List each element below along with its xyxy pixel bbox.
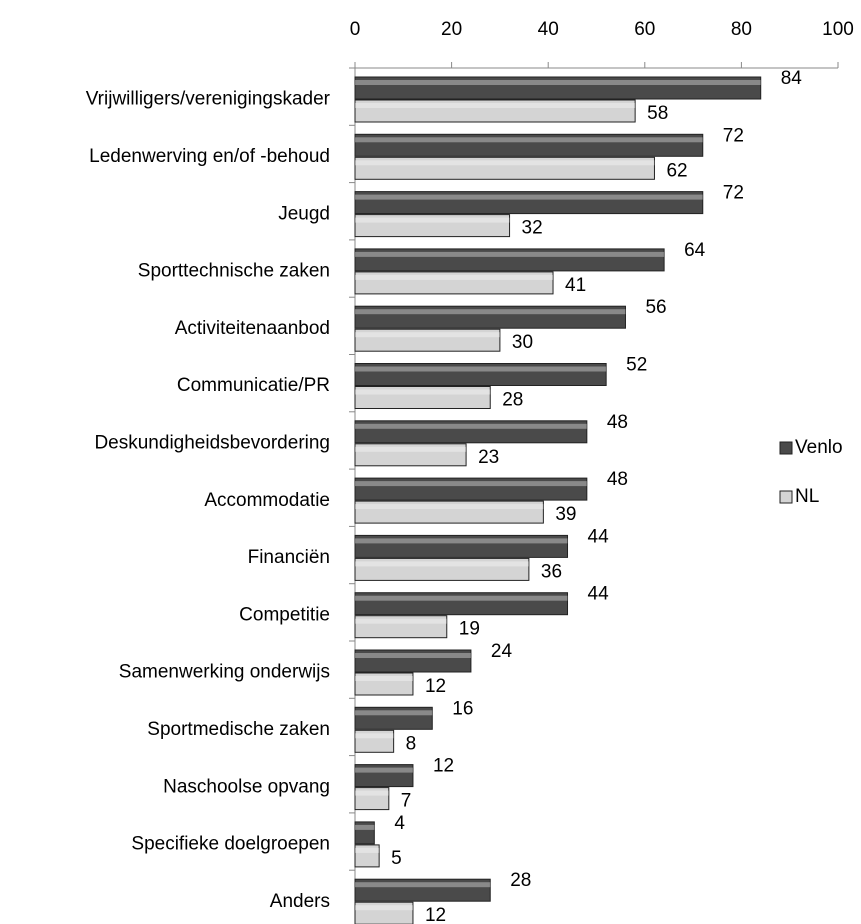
bar: [354, 305, 626, 329]
y-tick-label: Specifieke doelgroepen: [131, 834, 330, 855]
data-label: 72: [723, 125, 744, 146]
data-label: 44: [588, 526, 610, 547]
data-label: 12: [425, 905, 446, 924]
data-label: 44: [588, 584, 610, 605]
y-tick-label: Sportmedische zaken: [147, 719, 330, 740]
data-label: 58: [647, 103, 668, 124]
bar: [354, 901, 414, 924]
bar: [354, 386, 491, 409]
y-tick-label: Ledenwerving en/of -behoud: [89, 146, 330, 167]
x-tick-label: 20: [441, 19, 462, 40]
bar: [354, 878, 491, 902]
data-label: 23: [478, 447, 499, 468]
legend-swatch: [779, 490, 793, 504]
bar: [354, 706, 433, 730]
data-label: 30: [512, 332, 533, 353]
bar: [354, 615, 448, 639]
bar: [354, 443, 467, 467]
y-tick-label: Anders: [270, 891, 330, 912]
y-tick-label: Activiteitenaanbod: [175, 318, 330, 339]
data-label: 84: [781, 68, 803, 89]
bar: [354, 592, 569, 616]
data-label: 24: [491, 641, 513, 662]
data-label: 12: [433, 756, 454, 777]
y-tick-label: Financiën: [248, 547, 330, 568]
bar: [354, 328, 501, 352]
data-label: 56: [645, 297, 666, 318]
data-label: 39: [555, 504, 576, 525]
data-label: 36: [541, 561, 562, 582]
y-tick-label: Samenwerking onderwijs: [119, 662, 330, 683]
x-tick-label: 40: [538, 19, 559, 40]
y-tick-label: Jeugd: [278, 203, 330, 224]
bar: [354, 271, 554, 295]
bar: [354, 534, 569, 558]
data-label: 28: [502, 390, 523, 411]
bar: [354, 844, 380, 868]
bar: [354, 420, 588, 444]
bar: [354, 156, 655, 180]
bar: [354, 477, 588, 501]
data-label: 72: [723, 183, 744, 204]
data-label: 32: [522, 218, 543, 239]
bar: [354, 729, 395, 753]
bar: [354, 76, 762, 100]
y-tick-label: Accommodatie: [204, 490, 330, 511]
data-label: 12: [425, 676, 446, 697]
data-label: 5: [391, 848, 402, 869]
legend-label: NL: [795, 486, 819, 507]
bar: [354, 787, 390, 811]
legend-label: Venlo: [795, 437, 843, 458]
bar: [354, 649, 472, 673]
y-tick-label: Communicatie/PR: [177, 375, 330, 396]
y-tick-label: Deskundigheidsbevordering: [94, 432, 330, 453]
bar: [354, 672, 414, 696]
data-label: 19: [459, 619, 480, 640]
bar: [354, 191, 704, 215]
y-tick-label: Competitie: [239, 604, 330, 625]
x-tick-label: 100: [822, 19, 854, 40]
data-label: 52: [626, 355, 647, 376]
x-tick-label: 0: [350, 19, 361, 40]
bar: [354, 363, 607, 386]
data-label: 7: [401, 791, 412, 812]
x-tick-label: 80: [731, 19, 752, 40]
y-tick-label: Naschoolse opvang: [163, 776, 330, 797]
data-label: 62: [666, 160, 687, 181]
bar: [354, 557, 530, 581]
data-label: 28: [510, 870, 531, 891]
bar: [354, 821, 375, 845]
y-tick-label: Sporttechnische zaken: [138, 261, 330, 282]
x-tick-label: 60: [634, 19, 655, 40]
data-label: 4: [394, 813, 405, 834]
y-tick-label: Vrijwilligers/verenigingskader: [86, 89, 331, 110]
data-label: 48: [607, 412, 628, 433]
legend-swatch: [779, 441, 793, 455]
data-label: 8: [406, 733, 417, 754]
data-label: 41: [565, 275, 586, 296]
bar: [354, 764, 414, 788]
data-label: 48: [607, 469, 628, 490]
bar: [354, 133, 704, 157]
bar: [354, 214, 511, 238]
data-label: 64: [684, 240, 706, 261]
bar: [354, 248, 665, 272]
bar: [354, 500, 544, 524]
bar: [354, 99, 636, 123]
data-label: 16: [452, 698, 473, 719]
